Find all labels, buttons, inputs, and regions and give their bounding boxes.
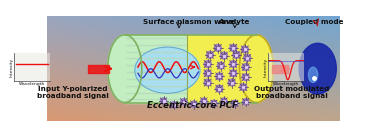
Y-axis label: Intensity: Intensity <box>9 57 13 77</box>
Ellipse shape <box>214 44 221 51</box>
Ellipse shape <box>228 79 235 86</box>
Ellipse shape <box>244 54 251 61</box>
Ellipse shape <box>201 98 207 104</box>
Bar <box>125 35 195 103</box>
Ellipse shape <box>221 98 227 104</box>
Ellipse shape <box>230 70 237 77</box>
X-axis label: Wavelength: Wavelength <box>273 82 299 86</box>
Ellipse shape <box>170 102 177 108</box>
Ellipse shape <box>220 52 228 59</box>
Ellipse shape <box>232 100 238 106</box>
Text: Coupled mode: Coupled mode <box>285 19 343 25</box>
Ellipse shape <box>242 74 249 81</box>
Ellipse shape <box>206 51 214 58</box>
Ellipse shape <box>239 35 274 103</box>
Ellipse shape <box>242 46 248 53</box>
Ellipse shape <box>308 67 318 83</box>
Text: Surface plasmon wave: Surface plasmon wave <box>143 19 235 25</box>
Ellipse shape <box>211 100 217 106</box>
X-axis label: Wavelength: Wavelength <box>19 82 45 86</box>
Ellipse shape <box>216 73 223 80</box>
Bar <box>187 35 249 103</box>
Ellipse shape <box>216 85 223 92</box>
Ellipse shape <box>217 62 224 69</box>
Ellipse shape <box>230 61 237 68</box>
Text: Input Y-polarized
broadband signal: Input Y-polarized broadband signal <box>37 86 109 99</box>
Y-axis label: Intensity: Intensity <box>263 57 267 77</box>
Ellipse shape <box>204 61 211 68</box>
Ellipse shape <box>204 79 211 86</box>
Ellipse shape <box>299 43 336 94</box>
Text: Output modulated
broadband signal: Output modulated broadband signal <box>254 86 329 99</box>
Ellipse shape <box>230 44 237 51</box>
Ellipse shape <box>191 101 197 107</box>
Ellipse shape <box>108 35 142 103</box>
Text: Analyte: Analyte <box>219 19 251 25</box>
Ellipse shape <box>160 98 167 104</box>
Ellipse shape <box>181 99 187 105</box>
Text: Eccentric-core PCF: Eccentric-core PCF <box>147 101 239 110</box>
Ellipse shape <box>233 51 240 58</box>
Ellipse shape <box>135 47 200 93</box>
Ellipse shape <box>243 99 249 105</box>
Ellipse shape <box>240 84 247 91</box>
Ellipse shape <box>242 64 249 71</box>
Ellipse shape <box>204 70 211 77</box>
